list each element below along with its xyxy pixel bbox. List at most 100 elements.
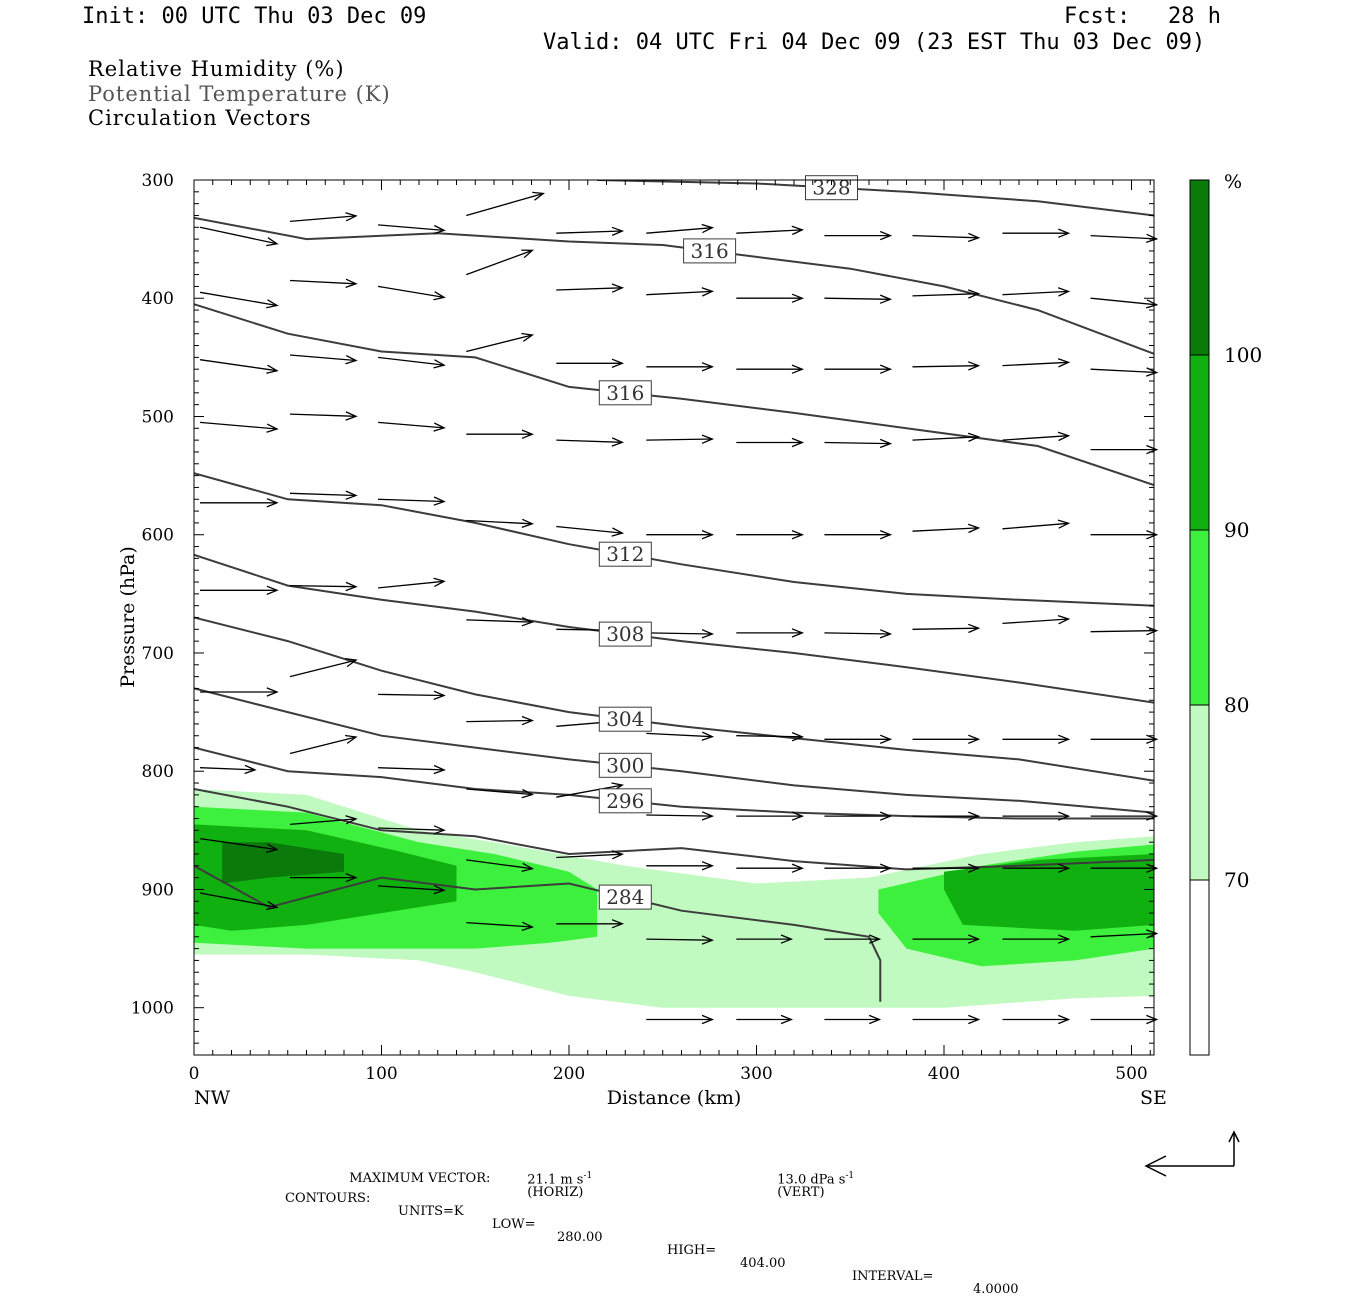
circulation-vector-68 xyxy=(378,690,446,701)
circulation-vector-56 xyxy=(289,581,358,592)
vector-shaft-101 xyxy=(378,885,445,891)
vector-shaft-88 xyxy=(199,837,278,851)
vector-head-69 xyxy=(521,715,535,726)
vector-head-97 xyxy=(1058,863,1071,873)
vector-head-107 xyxy=(968,934,981,944)
vector-head-58 xyxy=(521,617,535,627)
x-tick-label-2: 200 xyxy=(553,1064,585,1084)
circulation-vector-22 xyxy=(199,359,279,374)
contour-interval-label: INTERVAL= xyxy=(852,1269,934,1284)
vector-head-52 xyxy=(967,523,981,534)
vector-head-93 xyxy=(701,861,715,871)
vector-shaft-104 xyxy=(646,938,713,941)
circulation-vector-69 xyxy=(466,715,535,726)
vector-head-47 xyxy=(521,518,535,529)
vector-head-101 xyxy=(433,885,446,895)
vector-shaft-13 xyxy=(377,285,445,299)
colorbar-swatch-90 xyxy=(1189,354,1210,531)
circulation-vector-6 xyxy=(736,225,805,236)
vector-head-21 xyxy=(1145,299,1159,309)
vector-shaft-53 xyxy=(1002,522,1069,530)
cross-section-chart: 328 316 316 312 308 304 300 296 284 300 400 500 600… xyxy=(117,171,1262,1177)
circulation-vector-78 xyxy=(289,734,358,755)
vector-head-11 xyxy=(266,299,279,309)
vector-head-71 xyxy=(701,731,715,741)
vector-head-105 xyxy=(780,934,794,944)
circulation-vector-63 xyxy=(912,623,981,634)
vector-head-74 xyxy=(968,734,981,745)
colorbar-label-100: 100 xyxy=(1224,343,1262,367)
y-tick-label-1: 400 xyxy=(142,289,174,309)
vector-head-17 xyxy=(791,293,805,303)
circulation-vector-36 xyxy=(466,429,535,439)
vector-head-40 xyxy=(879,438,893,449)
circulation-vector-27 xyxy=(646,362,715,372)
contour-label-box-6 xyxy=(598,752,652,778)
vector-head-19 xyxy=(967,289,981,299)
circulation-vector-100 xyxy=(290,872,358,883)
circulation-vector-38 xyxy=(646,434,715,444)
circulation-vector-58 xyxy=(466,617,535,627)
circulation-vector-97 xyxy=(1002,863,1071,873)
vector-shaft-5 xyxy=(646,227,713,234)
max-vector-horizontal: 21.1 m s-1 (HORIZ) xyxy=(519,1159,592,1200)
circulation-vector-30 xyxy=(912,361,981,371)
contour-low-value: 280.00 xyxy=(557,1230,603,1245)
vector-head-114 xyxy=(1058,1014,1071,1025)
circulation-vector-17 xyxy=(736,293,805,303)
theta-contour-308-4 xyxy=(194,553,1154,704)
vector-head-25 xyxy=(521,332,535,342)
vector-shaft-82 xyxy=(646,814,713,817)
vector-shaft-25 xyxy=(466,334,533,353)
vector-head-12 xyxy=(345,278,358,289)
vector-shaft-23 xyxy=(289,354,357,362)
vector-shaft-16 xyxy=(646,290,713,296)
vector-shaft-30 xyxy=(912,365,979,368)
contour-units: UNITS=K xyxy=(398,1204,464,1219)
vector-head-66 xyxy=(266,687,279,697)
vector-shaft-11 xyxy=(199,291,278,307)
vector-head-42 xyxy=(1057,431,1071,442)
max-vector-title: MAXIMUM VECTOR: xyxy=(349,1171,491,1186)
circulation-vector-73 xyxy=(824,734,893,745)
vector-shaft-64 xyxy=(1002,618,1069,625)
vert-vector-value: 13.0 dPa s xyxy=(777,1172,846,1188)
vector-head-113 xyxy=(968,1014,981,1025)
vector-shaft-58 xyxy=(466,619,533,623)
y-tick-label-2: 500 xyxy=(142,407,174,427)
y-tick-label-7: 1000 xyxy=(131,999,174,1019)
vector-head-89 xyxy=(345,815,358,825)
circulation-vector-76 xyxy=(1090,734,1159,745)
circulation-vector-15 xyxy=(556,283,625,293)
vector-head-33 xyxy=(266,423,279,433)
vector-head-36 xyxy=(521,429,535,439)
vector-head-83 xyxy=(791,811,805,821)
contour-label-9: 284 xyxy=(606,885,644,909)
vector-head-6 xyxy=(791,225,805,236)
circulation-vector-25 xyxy=(466,332,535,353)
circulation-vector-60 xyxy=(646,629,715,639)
vector-shaft-21 xyxy=(1090,297,1157,306)
vector-head-60 xyxy=(701,629,715,639)
vector-head-23 xyxy=(345,355,358,365)
circulation-vector-114 xyxy=(1002,1014,1071,1025)
circulation-vector-8 xyxy=(912,232,981,243)
circulation-vector-92 xyxy=(556,850,625,860)
se-end-label: SE xyxy=(1140,1087,1167,1109)
nw-end-label: NW xyxy=(194,1087,231,1109)
theta-contour-316-2 xyxy=(194,303,1154,487)
circulation-vector-32 xyxy=(1090,367,1159,377)
vector-head-16 xyxy=(701,287,715,297)
circulation-vector-10 xyxy=(1090,233,1159,244)
vector-head-28 xyxy=(791,364,805,374)
circulation-vector-48 xyxy=(556,525,625,537)
colorbar-swatch-80 xyxy=(1189,529,1210,706)
circulation-vector-91 xyxy=(466,859,535,873)
circulation-vector-26 xyxy=(556,358,625,369)
vector-shaft-109 xyxy=(1090,932,1157,938)
circulation-vector-67 xyxy=(289,657,358,678)
circulation-vector-44 xyxy=(200,498,279,508)
vector-shaft-45 xyxy=(289,492,357,497)
vector-head-100 xyxy=(345,872,358,883)
circulation-vector-86 xyxy=(1002,811,1071,821)
